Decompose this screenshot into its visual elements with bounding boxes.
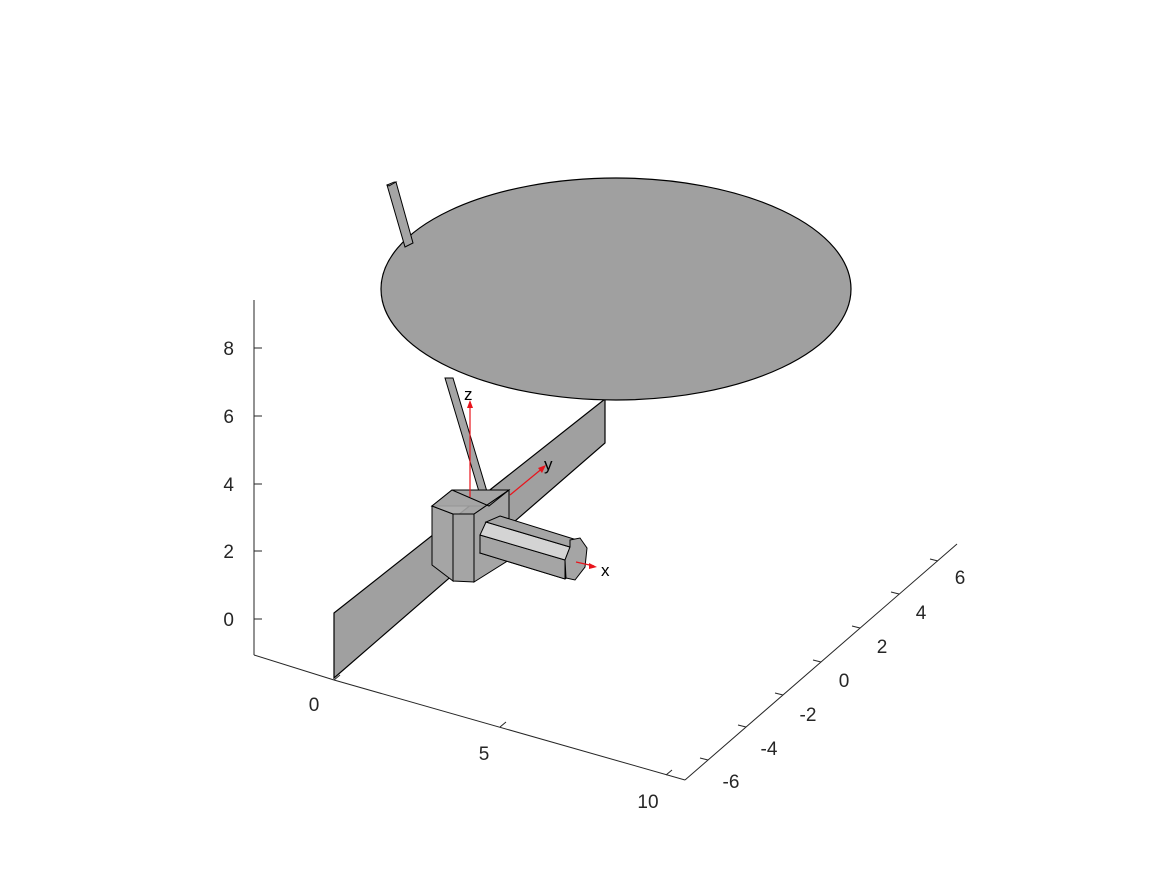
x-tick-label: 10: [637, 792, 658, 813]
y-tick-label: -4: [761, 739, 778, 760]
y-tick: [812, 659, 822, 663]
body-frame-axes: z y x: [464, 385, 610, 580]
y-tick-label: 4: [916, 603, 927, 624]
body-z-arrowhead: [467, 400, 473, 408]
body-y-arrow: [509, 466, 545, 496]
y-tick-labels: -6 -4 -2 0 2 4 6: [723, 568, 966, 793]
y-tick-label: -6: [723, 772, 740, 793]
z-tick-label: 0: [223, 610, 234, 631]
cylinder-end-cap: [564, 537, 588, 581]
z-tick-label: 8: [223, 339, 234, 360]
antenna-dish: [380, 177, 852, 401]
z-tick-label: 2: [223, 542, 234, 563]
x-tick-label: 5: [479, 744, 490, 765]
body-x-label: x: [601, 561, 610, 580]
z-tick-label: 6: [223, 407, 234, 428]
floor-edge-left: [253, 654, 335, 681]
bus-upper-face: [431, 489, 510, 515]
x-tick-labels: 0 5 10: [309, 695, 659, 813]
y-tick: [929, 558, 939, 562]
y-ticks: [699, 558, 939, 761]
x-tick: [665, 769, 673, 776]
y-tick-label: 2: [877, 637, 888, 658]
y-tick: [851, 625, 861, 629]
spacecraft-model: z y x: [333, 177, 852, 680]
antenna-boom-upper: [386, 181, 414, 248]
x-ticks: [333, 674, 673, 776]
bus-front-face: [452, 513, 475, 583]
x-tick: [333, 674, 341, 681]
x-axis-line: [333, 679, 686, 781]
body-y-label: y: [544, 455, 553, 474]
body-x-arrowhead: [589, 563, 597, 569]
y-tick: [890, 591, 900, 595]
y-tick: [774, 692, 784, 696]
z-tick-labels: 0 2 4 6 8: [223, 339, 234, 631]
y-tick-label: 6: [955, 568, 966, 589]
x-tick-label: 0: [309, 695, 320, 716]
y-tick-label: 0: [839, 671, 850, 692]
z-tick-label: 4: [223, 475, 234, 496]
z-ticks: [254, 347, 262, 620]
y-tick: [699, 757, 709, 761]
y-tick-label: -2: [800, 705, 817, 726]
x-tick: [499, 721, 507, 728]
thruster-cylinder: [478, 515, 588, 581]
plot-axes: 0 2 4 6 8 0 5 10 -6 -4: [223, 300, 965, 813]
antenna-boom-tip: [386, 181, 398, 187]
body-y-arrowhead: [538, 465, 546, 473]
body-z-label: z: [464, 385, 473, 404]
y-tick: [737, 724, 747, 728]
